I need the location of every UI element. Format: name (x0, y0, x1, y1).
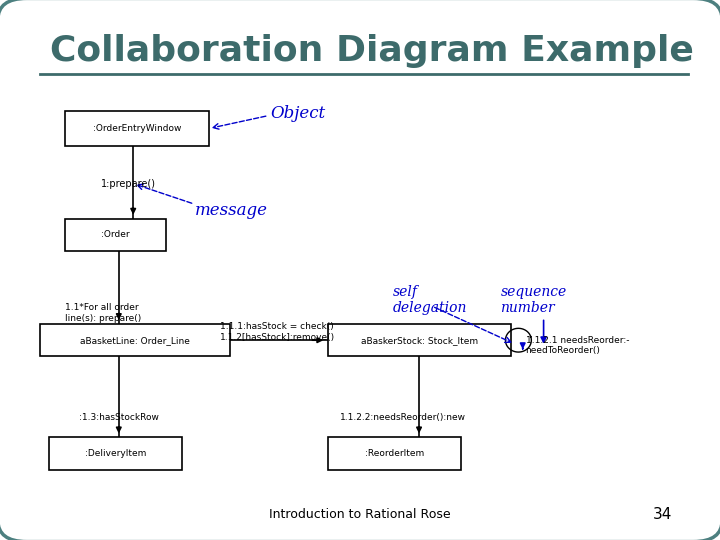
Text: 34: 34 (653, 507, 672, 522)
Text: message: message (194, 202, 267, 219)
Text: sequence
number: sequence number (500, 285, 567, 315)
Text: :ReorderItem: :ReorderItem (364, 449, 424, 458)
Text: :DeliveryItem: :DeliveryItem (85, 449, 146, 458)
Bar (65, 111, 209, 146)
Bar (65, 219, 166, 251)
Text: :OrderEntryWindow: :OrderEntryWindow (93, 124, 181, 133)
Text: aBasketLine: Order_Line: aBasketLine: Order_Line (80, 336, 190, 345)
Text: 1.1*For all order
line(s): prepare(): 1.1*For all order line(s): prepare() (65, 303, 141, 323)
Bar (328, 324, 511, 356)
Text: Introduction to Rational Rose: Introduction to Rational Rose (269, 508, 451, 521)
Bar (328, 437, 461, 470)
Text: :Order: :Order (101, 231, 130, 239)
Text: Object: Object (270, 105, 325, 122)
Text: 1:prepare(): 1:prepare() (101, 179, 156, 188)
Text: :1.3:hasStockRow: :1.3:hasStockRow (79, 413, 159, 422)
Bar (49, 437, 182, 470)
Bar (40, 324, 230, 356)
Text: self
delegation: self delegation (392, 285, 467, 315)
Text: aBaskerStock: Stock_Item: aBaskerStock: Stock_Item (361, 336, 478, 345)
Text: Collaboration Diagram Example: Collaboration Diagram Example (50, 35, 694, 68)
Text: 1.1.1:hasStock = check()
1.1.2[hasStock]:remove(): 1.1.1:hasStock = check() 1.1.2[hasStock]… (220, 322, 335, 342)
Text: 1.1.2.2:needsReorder():new: 1.1.2.2:needsReorder():new (340, 413, 466, 422)
Text: 1.1.2.1 needsReorder:-
needToReorder(): 1.1.2.1 needsReorder:- needToReorder() (526, 336, 629, 355)
